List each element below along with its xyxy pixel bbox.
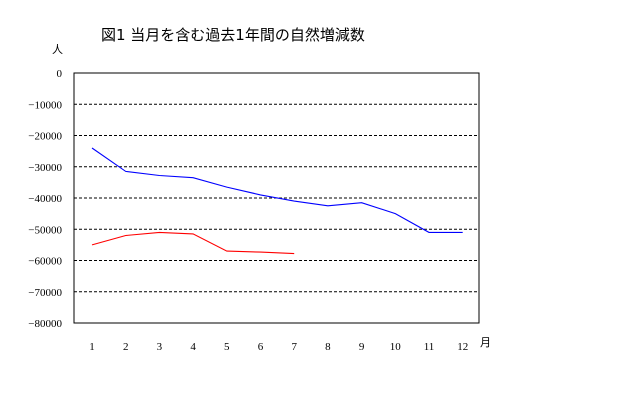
gridlines	[74, 103, 479, 293]
x-axis-unit: 月	[480, 336, 491, 349]
x-tick-labels: 1 2 3 4 5 6 7 8 9 10 11 12	[89, 341, 468, 353]
y-tick-label: −10000	[28, 99, 62, 111]
y-tick-label: −80000	[28, 318, 62, 330]
x-tick-label: 8	[325, 341, 331, 353]
x-tick-label: 7	[291, 341, 297, 353]
x-tick-label: 6	[258, 341, 264, 353]
y-tick-label: −60000	[28, 256, 62, 268]
x-tick-label: 5	[224, 341, 230, 353]
y-tick-label: 0	[57, 68, 63, 80]
plot-frame	[73, 72, 480, 324]
y-tick-label: −70000	[28, 287, 62, 299]
y-tick-label: −50000	[28, 224, 62, 236]
chart-title: 図1 当月を含む過去1年間の自然増減数	[101, 26, 365, 44]
y-tick-label: −20000	[28, 131, 62, 143]
x-tick-label: 10	[390, 341, 402, 353]
series-line-2	[91, 231, 295, 255]
x-tick-label: 9	[359, 341, 365, 353]
x-tick-label: 1	[89, 341, 95, 353]
series-lines	[91, 147, 463, 255]
y-tick-labels: 0 −10000 −20000 −30000 −40000 −50000 −60000 −70…	[28, 68, 62, 330]
x-tick-label: 12	[457, 341, 468, 353]
x-tick-label: 2	[123, 341, 129, 353]
x-tick-label: 3	[157, 341, 163, 353]
x-tick-label: 4	[190, 341, 196, 353]
y-tick-label: −40000	[28, 193, 62, 205]
x-tick-label: 11	[424, 341, 435, 353]
y-tick-label: −30000	[28, 162, 62, 174]
series-line-1	[91, 147, 463, 233]
y-axis-unit: 人	[52, 43, 63, 56]
